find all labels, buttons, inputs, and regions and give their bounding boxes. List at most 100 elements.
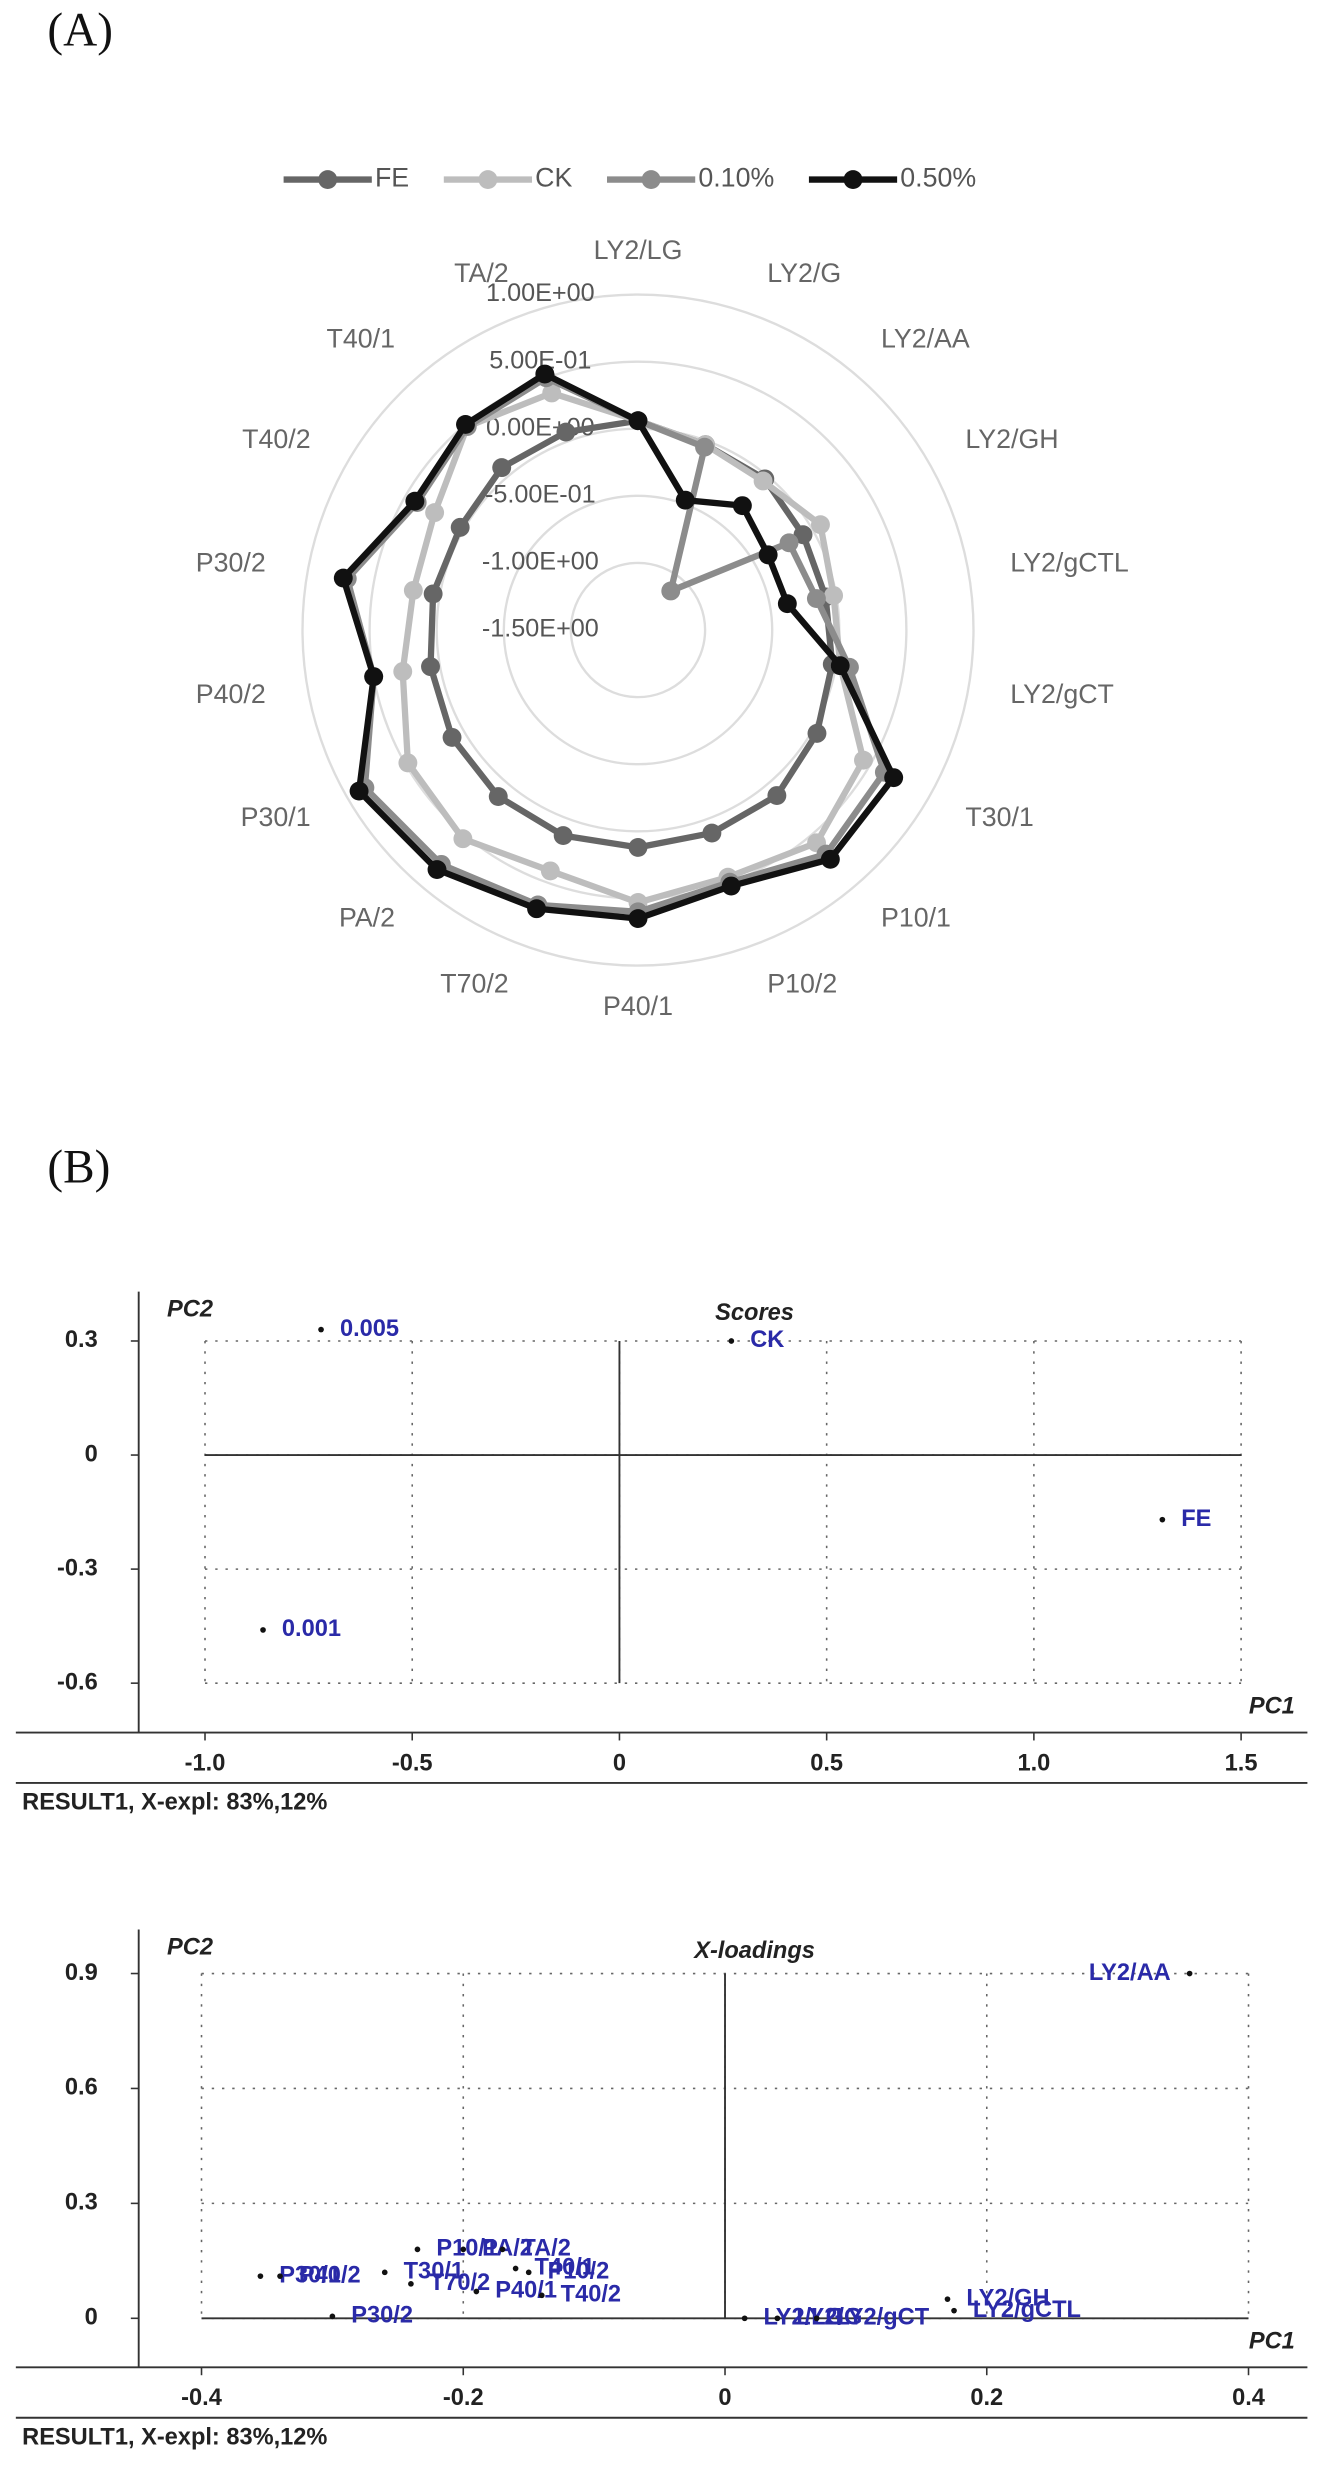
panel-label: (A) (47, 4, 113, 56)
marker (811, 515, 830, 535)
marker (364, 667, 384, 687)
ring-label: -1.00E+00 (482, 548, 599, 576)
point-label: LY2/GH (966, 2285, 1049, 2311)
axis-label: T40/1 (327, 324, 395, 354)
marker (425, 503, 445, 523)
ring-label: 1.00E+00 (486, 279, 595, 307)
legend-label: 0.10% (698, 163, 774, 193)
marker (695, 437, 715, 457)
point-label: P40/2 (299, 2262, 361, 2288)
marker (779, 533, 799, 553)
point-label: 0.005 (340, 1316, 399, 1342)
ring (502, 494, 774, 766)
axis-label: P30/1 (241, 802, 311, 832)
axis-label: T70/2 (440, 968, 508, 998)
axis-label: T40/2 (242, 424, 310, 454)
legend-marker (843, 170, 863, 190)
marker (661, 581, 681, 601)
y-tick-label: 0.3 (65, 2190, 98, 2216)
marker (535, 364, 555, 384)
axis-label: P10/2 (767, 968, 837, 998)
chart-title: X-loadings (692, 1938, 815, 1964)
axis-label: LY2/gCTL (1010, 547, 1129, 577)
marker (453, 829, 473, 849)
point-label: LY2/G (796, 2305, 862, 2331)
marker (702, 823, 722, 843)
marker (527, 899, 547, 919)
legend-label: FE (375, 163, 409, 193)
marker (628, 837, 648, 857)
point-label: P30/1 (279, 2262, 341, 2288)
marker (393, 662, 413, 681)
marker (807, 723, 827, 743)
chart-title: Scores (715, 1300, 794, 1326)
y-tick-label: 0.6 (65, 2075, 98, 2101)
point (408, 2280, 414, 2287)
ring (569, 561, 707, 699)
marker (628, 909, 648, 929)
y-axis-label: PC2 (167, 1297, 213, 1323)
legend-label: CK (535, 163, 572, 193)
x-tick-label: 0.2 (970, 2385, 1003, 2411)
marker (442, 727, 462, 747)
point (499, 2246, 506, 2253)
y-axis-label: PC2 (167, 1935, 213, 1961)
marker (830, 656, 850, 676)
marker (753, 471, 773, 491)
point (329, 2313, 336, 2320)
ring (301, 293, 975, 967)
marker (806, 589, 826, 609)
x-tick-label: 0 (718, 2385, 731, 2411)
axis-label: LY2/LG (594, 235, 683, 265)
marker (854, 750, 873, 770)
point-label: TA/2 (521, 2236, 570, 2262)
axis-label: T30/1 (965, 802, 1033, 832)
footer: RESULT1, X-expl: 83%,12% (22, 2424, 327, 2450)
y-tick-label: -0.6 (57, 1669, 98, 1695)
marker (884, 768, 904, 788)
point (381, 2269, 388, 2276)
point-label: 0.001 (282, 1616, 341, 1642)
point-label: T40/2 (561, 2282, 621, 2308)
marker (767, 786, 787, 805)
x-tick-label: 0.4 (1232, 2385, 1265, 2411)
point-label: P40/1 (495, 2278, 557, 2304)
point-label: P30/2 (351, 2303, 413, 2329)
marker (423, 584, 443, 604)
axis-label: P10/1 (881, 903, 951, 933)
x-tick-label: 1.5 (1225, 1750, 1258, 1776)
marker (398, 753, 418, 773)
marker (793, 525, 813, 545)
marker (777, 594, 797, 614)
marker (758, 545, 778, 565)
series-line (399, 389, 867, 906)
point (728, 1338, 735, 1344)
marker (421, 657, 440, 677)
point (277, 2273, 283, 2280)
point (473, 2288, 480, 2295)
marker (488, 787, 508, 807)
marker (349, 781, 369, 801)
x-tick-label: -1.0 (185, 1750, 226, 1776)
ring-label: -1.50E+00 (482, 615, 599, 643)
axis-label: TA/2 (454, 258, 509, 288)
marker (456, 414, 475, 434)
y-tick-label: 0.3 (65, 1327, 98, 1353)
legend-marker (641, 170, 661, 190)
point-label: LY2/gCTL (973, 2297, 1081, 2323)
point-label: FE (1181, 1506, 1211, 1532)
axis-label: P30/2 (196, 547, 266, 577)
axis-label: LY2/GH (965, 424, 1058, 454)
marker (675, 490, 695, 510)
x-tick-label: 1.0 (1017, 1750, 1050, 1776)
point (512, 2265, 519, 2272)
marker (732, 496, 752, 516)
axis-label: P40/1 (603, 991, 673, 1021)
point (774, 2315, 781, 2322)
legend-marker (318, 170, 338, 190)
marker (556, 422, 576, 442)
marker (721, 876, 741, 896)
axis-label: LY2/G (767, 258, 841, 288)
point (260, 1627, 266, 1633)
